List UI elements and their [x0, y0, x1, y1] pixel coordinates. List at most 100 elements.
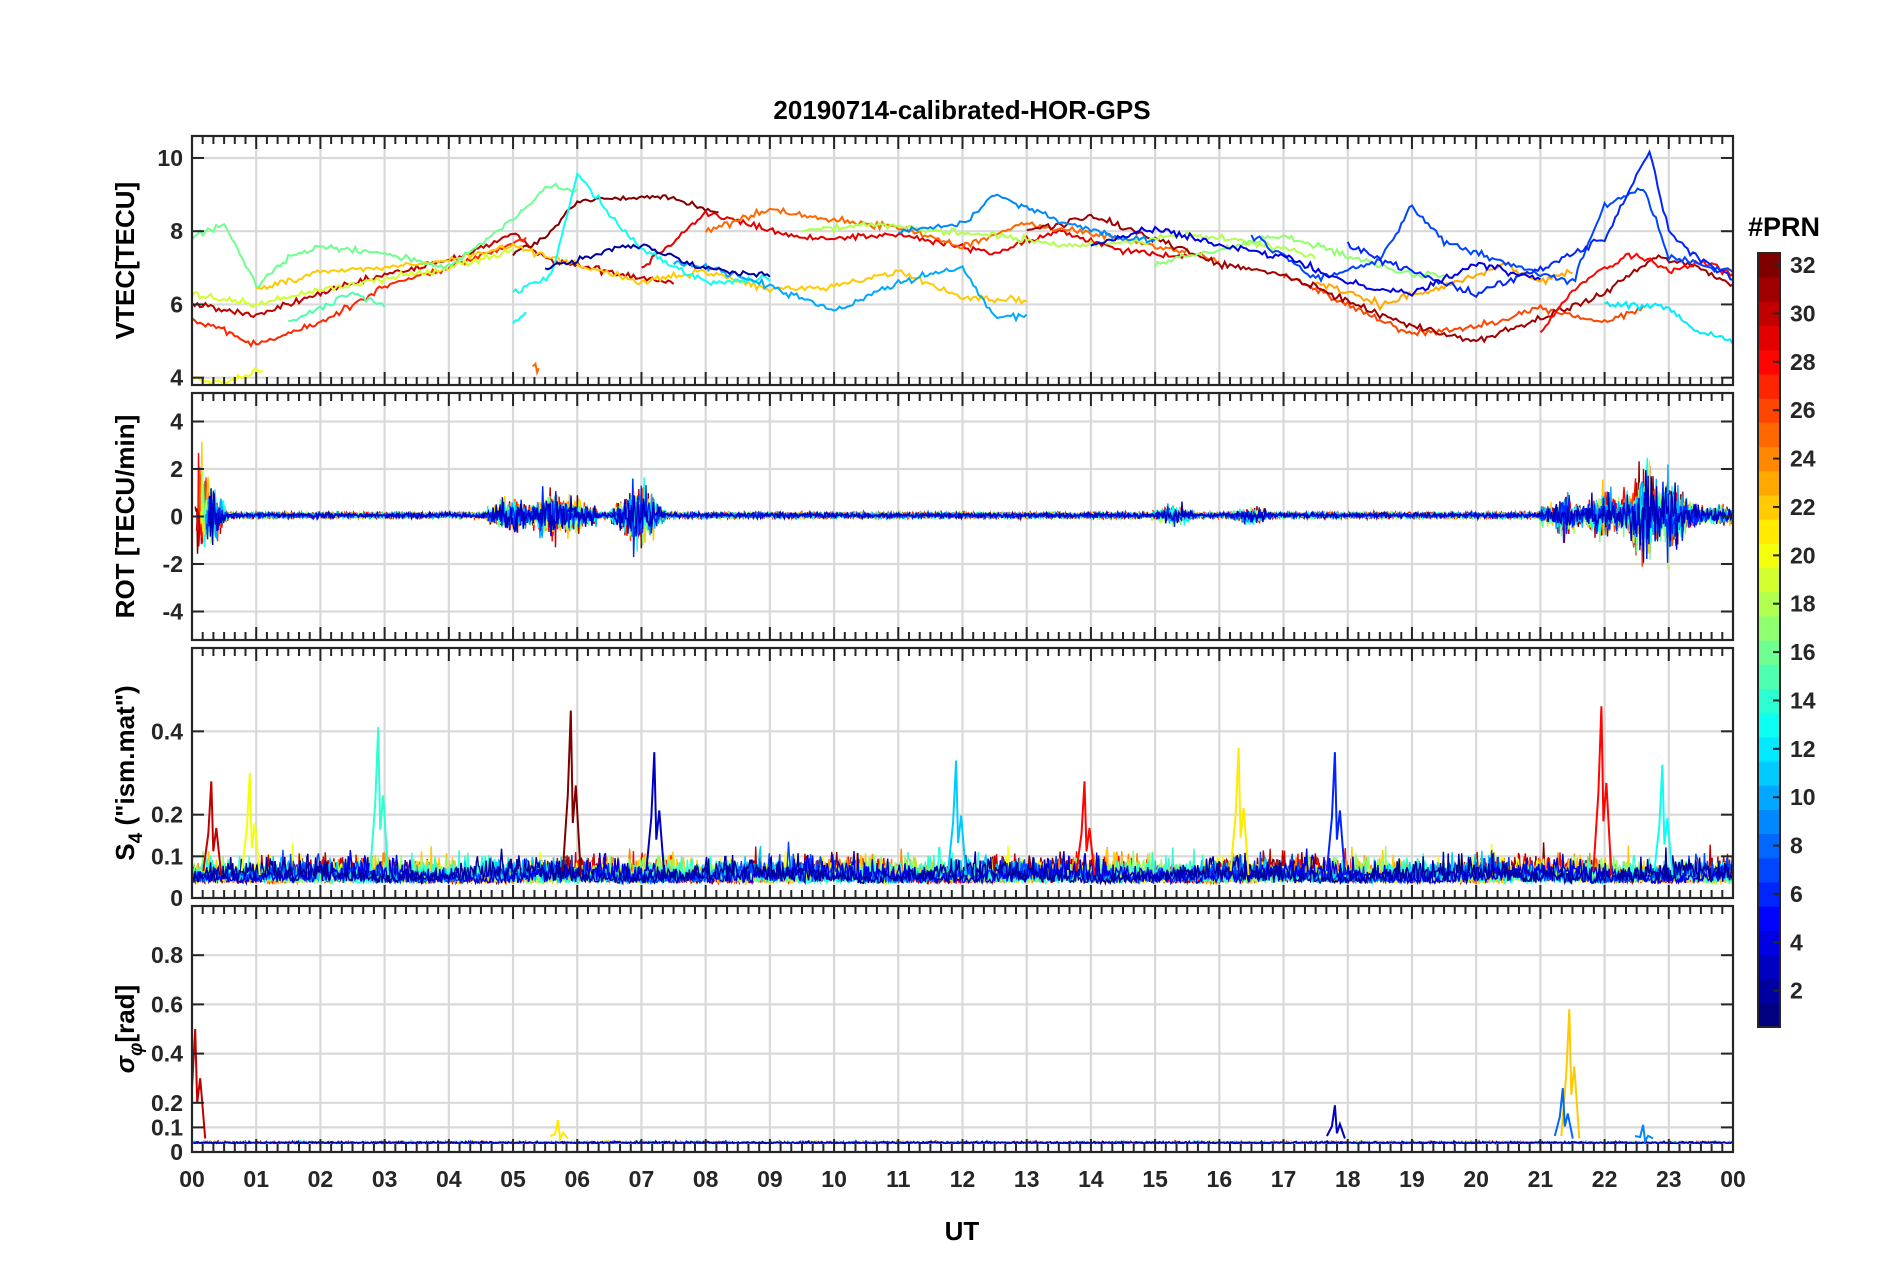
y-tick-label: 0.1 [151, 1114, 183, 1140]
x-tick-label: 15 [1142, 1166, 1168, 1192]
y-ticks-vtec [192, 156, 1733, 379]
colorbar-swatch [1758, 930, 1780, 956]
x-ticks-s4 [191, 648, 1734, 898]
y-tick-label: 0.4 [151, 718, 183, 744]
y-axis-label-main: σ [110, 1054, 140, 1073]
panel-s4: 00.10.20.4S4 ("ism.mat") [110, 646, 1735, 911]
vtec-series-prn-4 [1090, 225, 1541, 297]
chart-title: 20190714-calibrated-HOR-GPS [773, 95, 1150, 125]
sigma_phi-peak [1553, 1087, 1574, 1139]
vtec-series-prn-9 [898, 193, 1156, 244]
s4-peak [240, 772, 261, 876]
x-ticks-rot [191, 393, 1734, 640]
s4-peak [947, 760, 968, 876]
colorbar-swatch [1758, 906, 1780, 931]
colorbar-swatch [1758, 494, 1780, 520]
sigma_phi-peak [549, 1119, 569, 1143]
colorbar-swatch [1758, 785, 1780, 810]
traces-vtec [192, 149, 1733, 385]
x-ticks-vtec [191, 136, 1734, 385]
s4-series-prn-2 [192, 847, 1733, 886]
colorbar-swatch [1758, 398, 1780, 423]
y-tick-label: -2 [163, 551, 183, 577]
sigma_phi-peak [1326, 1105, 1346, 1139]
x-tick-label: 18 [1335, 1166, 1361, 1192]
vtec-series-prn-19 [192, 248, 514, 308]
x-tick-label: 22 [1592, 1166, 1618, 1192]
colorbar-tick-label: 16 [1790, 639, 1816, 665]
y-tick-label: 2 [170, 456, 183, 482]
grid-s4 [192, 648, 1733, 898]
y-tick-label: 0.1 [151, 843, 183, 869]
y-axis-label-sub: 4 [126, 832, 147, 843]
colorbar-tick-label: 6 [1790, 881, 1803, 907]
y-ticks-rot [192, 420, 1733, 613]
vtec-series-prn-27 [192, 236, 527, 348]
s4-peak [645, 752, 666, 876]
colorbar-tick-label: 2 [1790, 978, 1803, 1004]
y-tick-label: 10 [157, 145, 183, 171]
x-tick-label: 06 [564, 1166, 590, 1192]
x-ticks-sigma_phi [191, 906, 1734, 1152]
x-tick-label: 09 [757, 1166, 783, 1192]
vtec-series-prn-22 [256, 242, 1028, 306]
colorbar-swatch [1758, 349, 1780, 375]
colorbar-swatch [1758, 954, 1780, 980]
y-tick-label: 0.2 [151, 1090, 183, 1116]
x-tick-label: 14 [1078, 1166, 1104, 1192]
rot-series-prn-3 [207, 470, 1733, 563]
colorbar-swatch [1758, 373, 1780, 399]
y-axis-label-rot: ROT [TECU/min] [110, 415, 140, 619]
colorbar-swatch [1758, 688, 1780, 714]
colorbar-swatch [1758, 301, 1780, 327]
y-tick-label: 0.2 [151, 802, 183, 828]
x-tick-label: 17 [1271, 1166, 1297, 1192]
y-tick-label: -4 [163, 599, 184, 625]
colorbar-tick-label: 22 [1790, 494, 1816, 520]
s4-peak [1325, 752, 1346, 876]
sigma_phi-peak [1634, 1124, 1654, 1145]
s4-peak [369, 727, 390, 876]
vtec-series-prn-6 [1346, 149, 1733, 299]
vtec-series-prn-10 [672, 259, 1028, 323]
y-tick-label: 0.8 [151, 942, 183, 968]
y-axis-label-vtec: VTEC[TECU] [110, 182, 140, 339]
traces-rot [194, 441, 1733, 569]
colorbar-tick-label: 12 [1790, 736, 1816, 762]
x-tick-label: 01 [243, 1166, 269, 1192]
x-tick-label: 23 [1656, 1166, 1682, 1192]
vtec-series-prn-32 [512, 194, 719, 257]
y-axis-label-sub: φ [126, 1043, 147, 1056]
colorbar-swatch [1758, 857, 1780, 883]
colorbar-swatch [1758, 325, 1780, 351]
colorbar-frame [1757, 252, 1781, 1028]
x-tick-label: 16 [1207, 1166, 1233, 1192]
colorbar-swatch [1758, 253, 1780, 278]
panel-rot: -4 -2 0 2 4 ROT [TECU/min] [110, 391, 1735, 642]
s4-peak [1229, 747, 1250, 876]
vtec-series-prn-29 [641, 209, 1188, 269]
colorbar-swatch [1758, 615, 1780, 641]
sigma_phi-peak [192, 1028, 207, 1139]
x-tick-label: 08 [693, 1166, 719, 1192]
y-axis-label-rest: [rad] [110, 985, 140, 1043]
colorbar-swatch [1758, 664, 1780, 689]
vtec-series-prn-25 [532, 361, 540, 377]
colorbar-swatch [1758, 809, 1780, 835]
y-tick-label: 0 [170, 504, 183, 530]
panel-vtec: 4 6 8 10 VTEC[TECU] [110, 134, 1735, 391]
y-tick-label: 4 [170, 365, 183, 391]
y-tick-label: 0.6 [151, 991, 183, 1017]
y-axis-label-s4: S4 ("ism.mat") [110, 685, 147, 860]
s4-peak [1592, 706, 1613, 876]
colorbar-swatch [1758, 640, 1780, 665]
vtec-series-prn-31 [1026, 213, 1733, 344]
colorbar-swatch [1758, 519, 1780, 544]
vtec-series-prn-16 [192, 182, 578, 289]
x-tick-label: 00 [1720, 1166, 1746, 1192]
y-ticks-s4 [192, 730, 1733, 899]
colorbar-tick-label: 20 [1790, 542, 1816, 568]
colorbar-tick-label: 24 [1790, 446, 1816, 472]
